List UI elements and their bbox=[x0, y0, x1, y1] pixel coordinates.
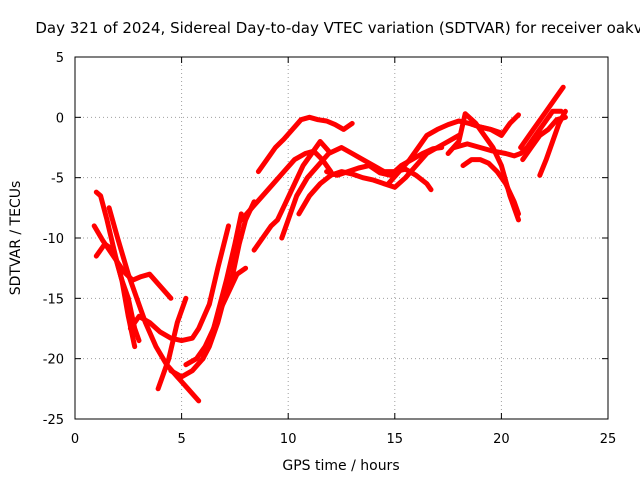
axis-ticks: 0 5 10 15 20 25 -25 -20 -15 -10 -5 0 5 bbox=[43, 51, 617, 447]
x-tick-label: 0 bbox=[71, 432, 79, 447]
y-tick-label: -25 bbox=[43, 413, 64, 428]
series-arc-18 bbox=[452, 108, 564, 159]
series-arc-23 bbox=[520, 114, 568, 163]
series-arc-21 bbox=[518, 84, 566, 150]
series-arc-3 bbox=[93, 241, 142, 344]
series-arc-12 bbox=[255, 114, 355, 175]
y-tick-label: -15 bbox=[43, 292, 64, 307]
gridlines bbox=[75, 57, 608, 419]
series-arc-10 bbox=[251, 139, 332, 253]
y-axis-label: SDTVAR / TECUs bbox=[8, 181, 24, 296]
series-arc-9 bbox=[200, 265, 249, 362]
data-series-group bbox=[91, 84, 568, 404]
series-arc-6 bbox=[155, 295, 189, 392]
y-tick-label: 0 bbox=[56, 111, 64, 126]
plot-frame bbox=[74, 56, 609, 420]
x-axis-label: GPS time / hours bbox=[282, 458, 399, 474]
y-tick-label: -10 bbox=[43, 232, 64, 247]
x-tick-label: 5 bbox=[177, 432, 185, 447]
y-tick-label: -20 bbox=[43, 353, 64, 368]
x-tick-label: 20 bbox=[493, 432, 510, 447]
y-tick-label: 5 bbox=[56, 51, 64, 66]
x-tick-label: 10 bbox=[280, 432, 297, 447]
x-tick-label: 25 bbox=[600, 432, 617, 447]
series-arc-20 bbox=[466, 112, 521, 138]
series-arc-15 bbox=[324, 145, 445, 178]
x-tick-label: 15 bbox=[387, 432, 404, 447]
series-arc-11 bbox=[238, 148, 334, 223]
y-tick-label: -5 bbox=[51, 172, 64, 187]
series-arc-19 bbox=[460, 157, 521, 217]
series-arc-5 bbox=[127, 223, 231, 344]
series-arc-4 bbox=[106, 205, 202, 404]
chart-title: Day 321 of 2024, Sidereal Day-to-day VTE… bbox=[35, 19, 640, 37]
